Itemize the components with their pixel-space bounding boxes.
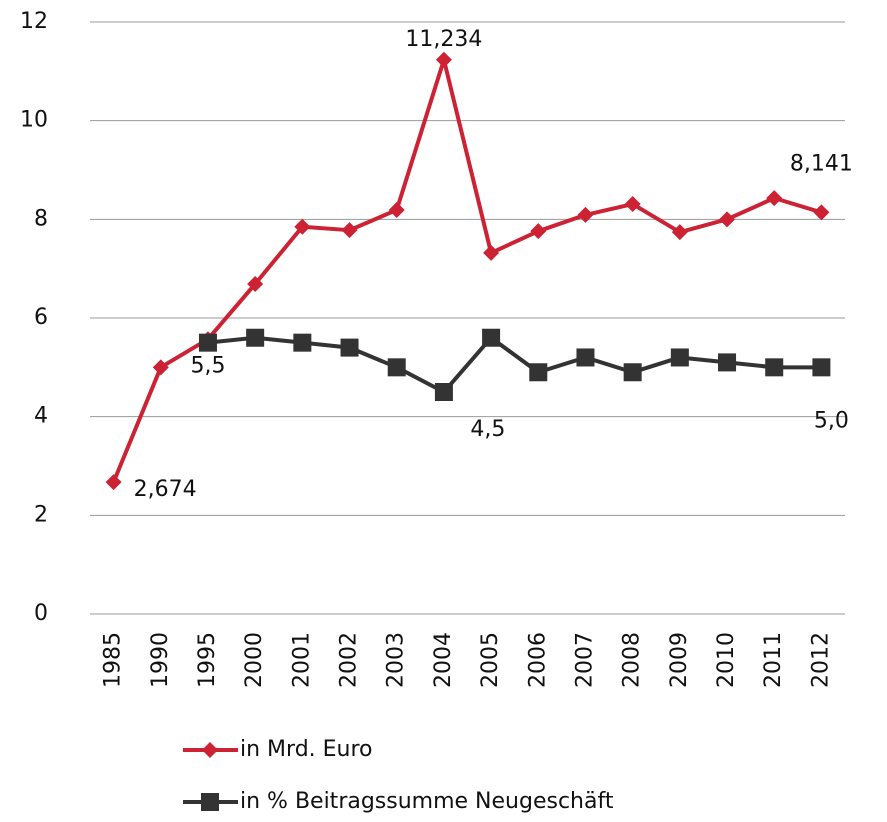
marker [812, 358, 831, 377]
y-tick-label: 4 [34, 404, 48, 429]
x-tick-label: 2001 [289, 632, 314, 688]
marker [293, 333, 312, 352]
marker [340, 338, 359, 357]
x-tick-label: 2006 [525, 632, 550, 688]
y-tick-label: 2 [34, 502, 48, 527]
marker [765, 358, 784, 377]
marker [434, 383, 453, 401]
marker [294, 218, 311, 235]
x-tick-label: 2004 [431, 632, 456, 688]
x-tick-label: 2011 [761, 632, 786, 688]
x-tick-label: 1990 [148, 632, 173, 688]
data-label: 4,5 [470, 417, 505, 442]
marker [529, 363, 548, 382]
legend-label: in Mrd. Euro [240, 737, 373, 762]
y-tick-label: 6 [34, 305, 48, 330]
data-label: 5,5 [190, 354, 225, 379]
marker [670, 348, 689, 367]
data-label: 8,141 [790, 151, 853, 176]
marker [718, 353, 737, 372]
marker [624, 196, 641, 213]
x-tick-label: 2010 [714, 632, 739, 688]
legend-label: in % Beitragssumme Neugeschäft [240, 789, 614, 814]
marker [719, 211, 736, 228]
x-tick-label: 1985 [101, 632, 126, 688]
marker [152, 359, 169, 376]
marker [577, 206, 594, 223]
x-tick-label: 1995 [195, 632, 220, 688]
marker [435, 51, 452, 68]
marker [623, 363, 642, 382]
y-tick-label: 12 [20, 9, 48, 34]
marker [813, 204, 830, 221]
marker [341, 222, 358, 239]
marker [246, 328, 265, 347]
x-tick-label: 2005 [478, 632, 503, 688]
marker [198, 333, 217, 352]
marker [482, 328, 501, 347]
x-tick-label: 2003 [384, 632, 409, 688]
data-label: 11,234 [405, 27, 482, 52]
marker [105, 474, 122, 491]
marker [766, 190, 783, 207]
y-tick-label: 10 [20, 108, 48, 133]
x-tick-label: 2009 [667, 632, 692, 688]
y-tick-label: 0 [34, 601, 48, 626]
x-tick-label: 2012 [808, 632, 833, 688]
data-label: 5,0 [814, 408, 849, 433]
marker [483, 244, 500, 261]
marker [671, 224, 688, 241]
data-label: 2,674 [134, 477, 197, 502]
legend-marker [202, 742, 218, 758]
x-tick-label: 2002 [337, 632, 362, 688]
legend-marker [201, 793, 219, 811]
x-tick-label: 2007 [572, 632, 597, 688]
marker [247, 275, 264, 292]
marker [576, 348, 595, 367]
y-tick-label: 8 [34, 206, 48, 231]
marker [387, 358, 406, 377]
series-line [111, 57, 822, 483]
x-tick-label: 2000 [242, 632, 267, 688]
x-tick-label: 2008 [620, 632, 645, 688]
marker [388, 201, 405, 218]
marker [530, 223, 547, 240]
